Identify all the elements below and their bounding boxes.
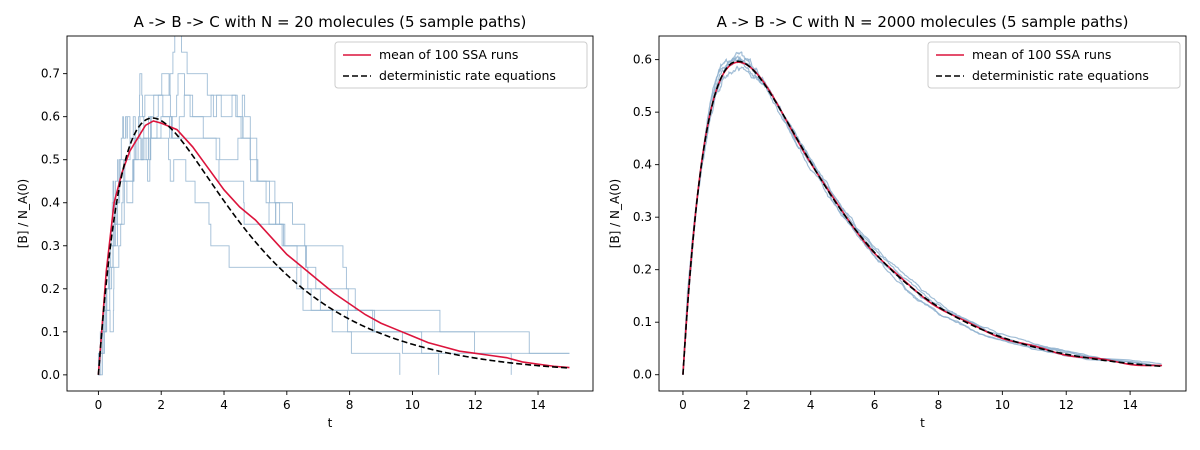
legend-label: mean of 100 SSA runs	[379, 47, 518, 62]
y-tick-label: 0.0	[41, 368, 60, 382]
x-tick-label: 12	[468, 398, 483, 412]
y-tick-label: 0.7	[41, 67, 60, 81]
sample-path	[682, 51, 1154, 375]
y-tick-label: 0.5	[41, 153, 60, 167]
deterministic-line	[682, 60, 1163, 375]
mean-line	[682, 61, 1163, 375]
chart-left: 0 2 4 6 8 10 12 14 0.0 0.1 0.2 0.3 0.4 0.5 0.6 0.7 A -> …	[16, 13, 594, 430]
y-tick-label: 0.5	[633, 105, 652, 119]
legend-label: deterministic rate equations	[972, 68, 1149, 83]
y-axis-label: [B] / N_A(0)	[16, 179, 30, 248]
sample-path	[97, 137, 570, 376]
y-tick-label: 0.2	[41, 282, 60, 296]
x-tick-label: 0	[95, 398, 103, 412]
x-tick-label: 4	[807, 398, 815, 412]
x-axis-label: t	[920, 416, 925, 430]
legend-box	[334, 41, 588, 89]
sample-path	[682, 56, 1162, 375]
y-tick-label: 0.1	[633, 315, 652, 329]
x-tick-label: 0	[679, 398, 687, 412]
legend-label: mean of 100 SSA runs	[972, 47, 1111, 62]
x-tick-label: 4	[220, 398, 228, 412]
plot-area	[682, 51, 1163, 375]
x-tick-label: 2	[743, 398, 751, 412]
sample-path	[98, 73, 401, 376]
y-tick-label: 0.2	[633, 263, 652, 277]
mean-line	[97, 120, 570, 375]
x-tick-label: 8	[346, 398, 354, 412]
chart-right: 0 2 4 6 8 10 12 14 0.0 0.1 0.2 0.3 0.4 0.5 0.6 A -> B -…	[608, 13, 1187, 430]
x-tick-label: 10	[405, 398, 420, 412]
deterministic-line	[97, 117, 570, 375]
x-tick-label: 6	[283, 398, 291, 412]
y-axis-label: [B] / N_A(0)	[608, 179, 622, 248]
x-tick-label: 6	[871, 398, 879, 412]
sample-path	[682, 65, 1152, 375]
y-tick-label: 0.6	[633, 53, 652, 67]
axes-frame	[66, 35, 594, 392]
sample-path	[98, 73, 512, 376]
plot-area	[97, 36, 570, 376]
y-tick-label: 0.6	[41, 110, 60, 124]
x-tick-label: 2	[157, 398, 165, 412]
x-tick-label: 12	[1059, 398, 1074, 412]
sample-path	[682, 57, 1156, 375]
x-tick-label: 14	[1122, 398, 1137, 412]
y-tick-label: 0.4	[41, 196, 60, 210]
x-axis-label: t	[328, 416, 333, 430]
y-tick-label: 0.4	[633, 158, 652, 172]
sample-path	[98, 73, 570, 376]
legend-box	[927, 41, 1181, 89]
chart-title: A -> B -> C with N = 20 molecules (5 sam…	[134, 13, 527, 31]
y-tick-label: 0.3	[633, 210, 652, 224]
legend: mean of 100 SSA runs deterministic rate e…	[334, 41, 588, 89]
y-tick-label: 0.1	[41, 325, 60, 339]
x-tick-label: 8	[935, 398, 943, 412]
y-tick-label: 0.0	[633, 368, 652, 382]
axes-frame	[658, 35, 1187, 392]
x-tick-label: 14	[530, 398, 545, 412]
sample-path	[682, 55, 1162, 375]
x-tick-label: 10	[995, 398, 1010, 412]
legend-label: deterministic rate equations	[379, 68, 556, 83]
y-tick-label: 0.3	[41, 239, 60, 253]
legend: mean of 100 SSA runs deterministic rate e…	[927, 41, 1181, 89]
chart-title: A -> B -> C with N = 2000 molecules (5 s…	[717, 13, 1129, 31]
